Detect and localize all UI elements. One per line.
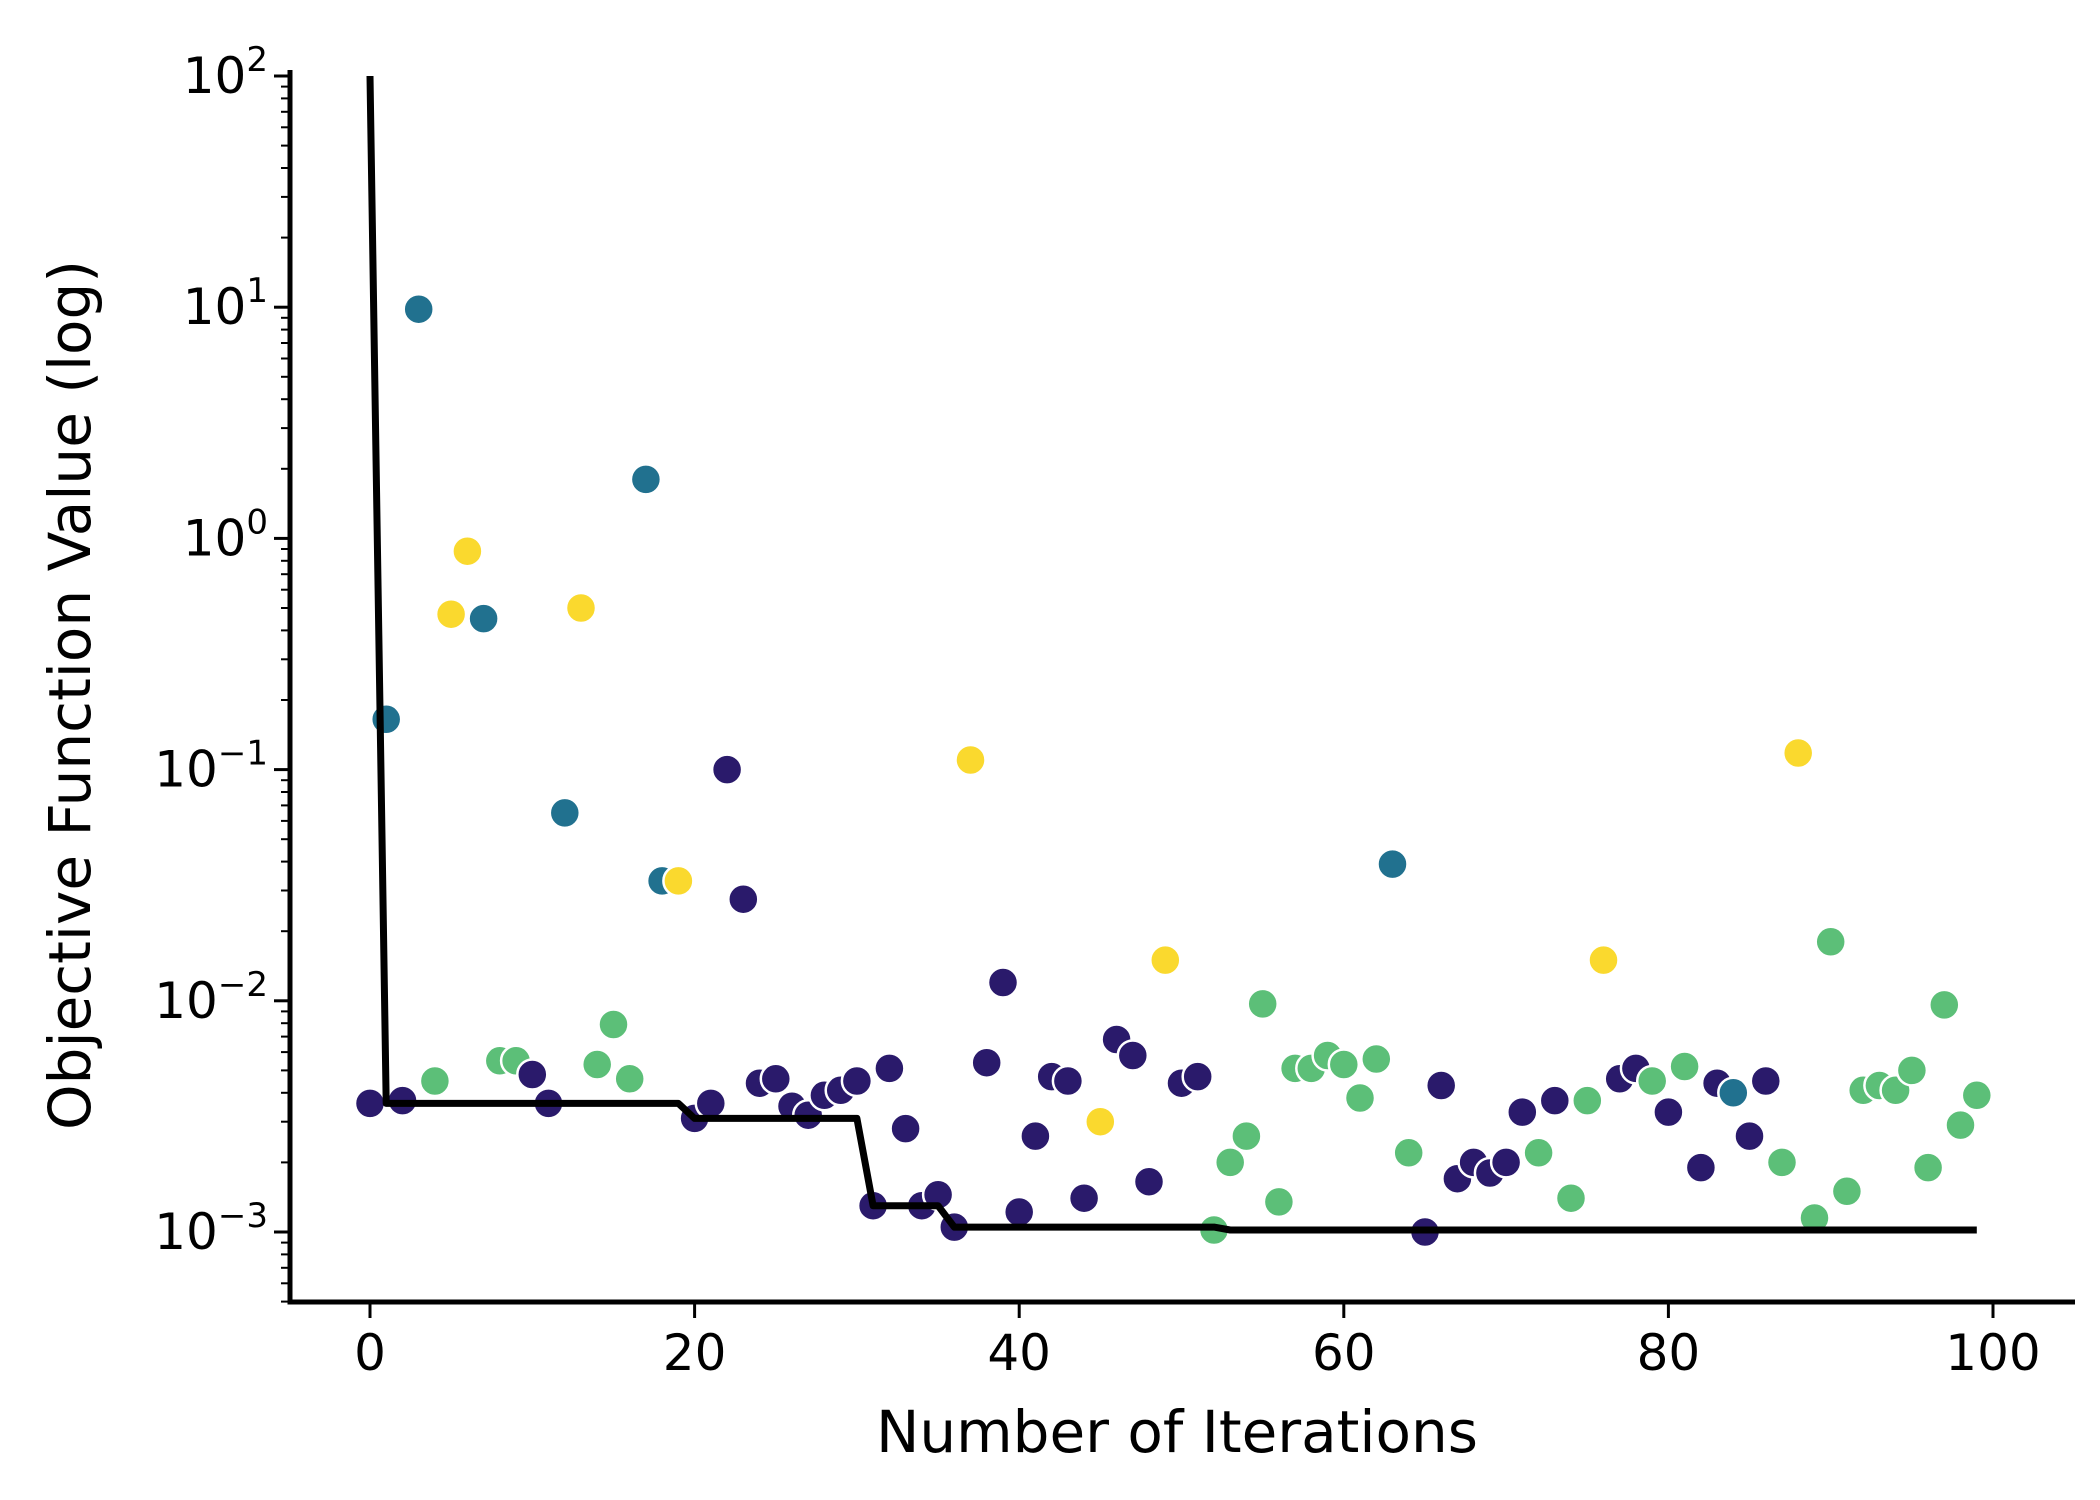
y-tick-label: 10−1 (154, 734, 268, 799)
data-point (629, 463, 663, 496)
data-point (954, 743, 987, 777)
data-point (548, 796, 582, 830)
y-tick-label: 10−3 (154, 1196, 268, 1261)
data-point (1084, 1105, 1117, 1138)
data-point (1360, 1042, 1393, 1076)
data-point (759, 1062, 793, 1096)
data-point (710, 753, 744, 786)
data-point (1343, 1081, 1377, 1115)
data-point (613, 1062, 646, 1096)
data-point (1684, 1151, 1718, 1184)
y-tick-label: 100 (183, 502, 268, 567)
data-point (1635, 1064, 1669, 1098)
data-point (1181, 1060, 1214, 1093)
data-point (434, 597, 468, 631)
axes: 0 20 40 60 80 100 10−3 10−2 10−1 100 101 102 (154, 40, 2075, 1382)
data-point (1019, 1119, 1052, 1153)
data-point (1067, 1181, 1101, 1215)
data-point (1489, 1146, 1523, 1179)
data-point (1213, 1146, 1247, 1179)
data-point (1392, 1136, 1425, 1170)
data-point (467, 602, 500, 635)
data-point (1149, 943, 1182, 977)
x-tick-label: 0 (354, 1324, 386, 1382)
x-tick-label: 100 (1945, 1324, 2040, 1382)
data-point (353, 1087, 387, 1120)
x-axis-label: Number of Iterations (876, 1398, 1478, 1466)
plot-area (353, 75, 1994, 1249)
data-point (1051, 1064, 1085, 1098)
data-point (986, 966, 1020, 999)
data-point (1749, 1064, 1783, 1098)
x-tick-label: 80 (1637, 1324, 1701, 1382)
data-point (840, 1064, 874, 1098)
data-point (418, 1064, 452, 1098)
y-tick-label: 101 (183, 271, 268, 336)
x-tick-label: 20 (663, 1324, 727, 1382)
data-point (662, 864, 695, 898)
data-point (1262, 1185, 1296, 1219)
data-point (1132, 1165, 1166, 1198)
data-point (1538, 1084, 1572, 1117)
data-point (580, 1048, 614, 1081)
data-point (970, 1046, 1003, 1079)
data-point (727, 882, 760, 916)
data-point (889, 1112, 922, 1145)
data-point (1928, 988, 1961, 1022)
x-tick-label: 60 (1312, 1324, 1376, 1382)
x-tick-label: 40 (987, 1324, 1051, 1382)
y-axis-label: Objective Function Value (log) (36, 260, 104, 1130)
best-value-line (366, 75, 1977, 1234)
data-point (1376, 847, 1409, 881)
data-point (1230, 1119, 1263, 1153)
data-point (597, 1008, 630, 1041)
data-point (564, 591, 598, 625)
data-point (451, 534, 484, 568)
data-point (1522, 1136, 1555, 1170)
data-point (402, 292, 435, 326)
y-tick-label: 10−2 (154, 965, 268, 1030)
data-point (1765, 1146, 1799, 1179)
data-point (1327, 1048, 1361, 1081)
data-point (1733, 1119, 1766, 1153)
data-point (1911, 1151, 1945, 1184)
y-tick-label: 102 (183, 40, 268, 105)
data-point (1830, 1175, 1864, 1208)
data-point (1960, 1079, 1994, 1112)
data-point (873, 1052, 906, 1085)
data-point (1587, 943, 1620, 977)
data-point (1002, 1195, 1036, 1229)
data-point (1895, 1054, 1929, 1087)
data-point (1424, 1069, 1458, 1102)
data-point (516, 1058, 549, 1091)
data-point (1554, 1181, 1588, 1215)
data-point (1506, 1095, 1539, 1129)
axis-labels: Number of Iterations Objective Function … (36, 260, 1478, 1466)
data-point (1668, 1050, 1701, 1083)
data-point (1246, 987, 1279, 1021)
data-point (1717, 1076, 1750, 1110)
data-point (1814, 925, 1847, 959)
data-point (694, 1087, 728, 1120)
data-point (1652, 1095, 1685, 1129)
data-point (1571, 1084, 1604, 1117)
data-point (1116, 1039, 1150, 1072)
data-point (1944, 1108, 1977, 1142)
data-point (1781, 736, 1815, 770)
data-point (369, 703, 403, 736)
